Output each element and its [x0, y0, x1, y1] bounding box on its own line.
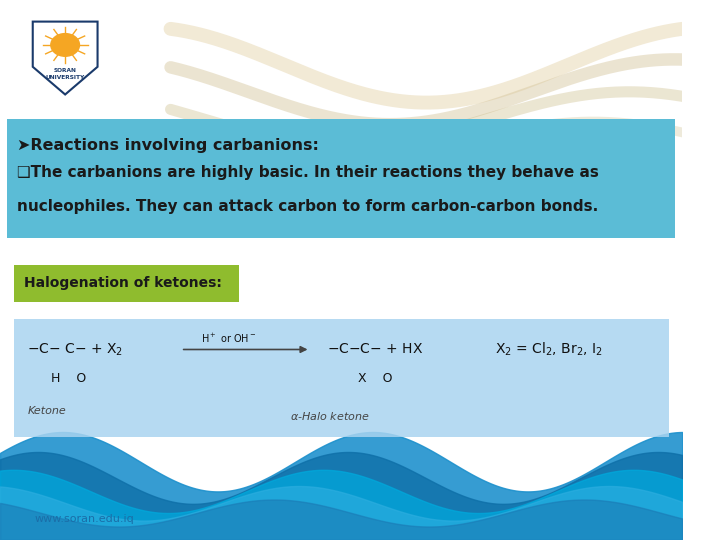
Text: H    O: H O	[51, 372, 86, 384]
FancyBboxPatch shape	[14, 319, 669, 437]
Text: ➤Reactions involving carbanions:: ➤Reactions involving carbanions:	[17, 138, 319, 153]
Circle shape	[51, 33, 79, 56]
Text: H$^+$ or OH$^-$: H$^+$ or OH$^-$	[202, 332, 257, 346]
Text: $-$C$-$ C$-$ + X$_2$: $-$C$-$ C$-$ + X$_2$	[27, 341, 123, 357]
Text: $-$C$-$C$-$ + HX: $-$C$-$C$-$ + HX	[328, 342, 423, 356]
Text: www.soran.edu.iq: www.soran.edu.iq	[34, 515, 134, 524]
Text: X$_2$ = Cl$_2$, Br$_2$, I$_2$: X$_2$ = Cl$_2$, Br$_2$, I$_2$	[495, 341, 603, 358]
Text: nucleophiles. They can attack carbon to form carbon-carbon bonds.: nucleophiles. They can attack carbon to …	[17, 199, 598, 214]
FancyBboxPatch shape	[14, 265, 239, 302]
Text: X    O: X O	[358, 372, 392, 384]
Text: Halogenation of ketones:: Halogenation of ketones:	[24, 276, 222, 291]
Text: $\alpha$-Halo ketone: $\alpha$-Halo ketone	[290, 410, 370, 422]
FancyBboxPatch shape	[6, 119, 675, 238]
Polygon shape	[32, 22, 97, 94]
Text: ❑The carbanions are highly basic. In their reactions they behave as: ❑The carbanions are highly basic. In the…	[17, 165, 599, 180]
Text: SORAN
UNIVERSITY: SORAN UNIVERSITY	[45, 68, 85, 80]
Text: Ketone: Ketone	[27, 406, 66, 416]
